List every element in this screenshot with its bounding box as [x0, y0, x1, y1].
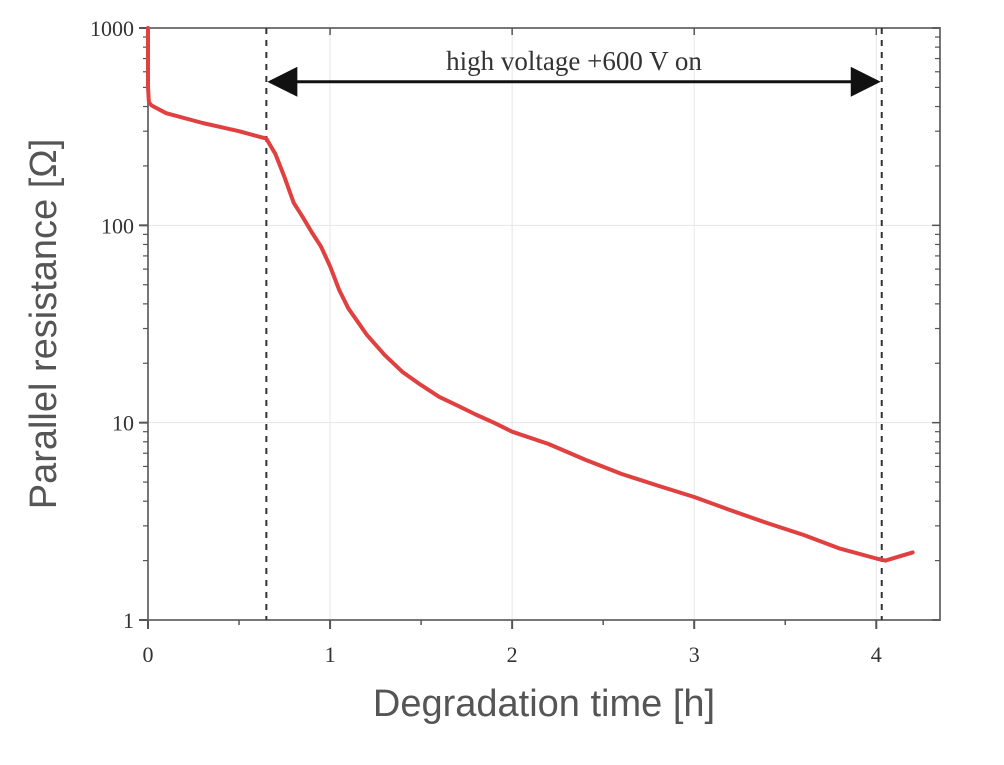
series-line-0 — [146, 26, 915, 563]
x-tick-label: 0 — [143, 642, 154, 667]
y-axis-label: Parallel resistance [Ω] — [23, 139, 65, 510]
series-layer — [146, 26, 915, 563]
plot-frame — [147, 27, 941, 621]
x-tick-label: 2 — [507, 642, 518, 667]
y-tick-label: 10 — [112, 411, 134, 436]
y-tick-label: 1000 — [90, 16, 134, 41]
grid-lines — [148, 28, 940, 620]
x-tick-label: 1 — [325, 642, 336, 667]
vertical-markers — [265, 28, 883, 620]
x-tick-label: 3 — [689, 642, 700, 667]
x-tick-label: 4 — [871, 642, 882, 667]
y-tick-label: 100 — [101, 213, 134, 238]
annotation-text: high voltage +600 V on — [446, 46, 702, 76]
x-axis-label: Degradation time [h] — [373, 683, 715, 725]
y-tick-label: 1 — [123, 608, 134, 633]
annotation-layer: high voltage +600 V on — [267, 46, 881, 97]
